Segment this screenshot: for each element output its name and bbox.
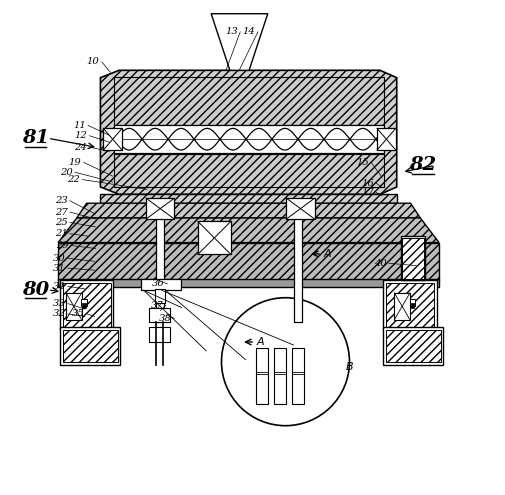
Bar — [114, 77, 383, 125]
Text: 31: 31 — [53, 264, 65, 273]
Text: 82: 82 — [409, 156, 436, 174]
Text: 30: 30 — [53, 254, 65, 263]
Text: 80: 80 — [22, 281, 49, 299]
Polygon shape — [211, 14, 267, 70]
Bar — [146, 198, 174, 219]
Bar — [82, 303, 85, 307]
Polygon shape — [100, 70, 396, 195]
Bar — [286, 198, 314, 219]
Text: 24: 24 — [74, 143, 87, 151]
Bar — [148, 307, 170, 322]
Bar — [393, 293, 409, 320]
Polygon shape — [58, 218, 438, 243]
Text: 29: 29 — [56, 241, 69, 250]
Text: B: B — [345, 362, 352, 372]
Text: 21: 21 — [55, 229, 67, 238]
Bar — [63, 330, 117, 362]
Bar — [58, 243, 438, 281]
Circle shape — [221, 297, 349, 426]
Text: 27: 27 — [55, 207, 67, 216]
Text: 33: 33 — [53, 299, 65, 308]
Text: 32: 32 — [53, 309, 65, 318]
Bar — [81, 299, 86, 306]
Text: 25: 25 — [55, 218, 67, 227]
Bar — [293, 216, 301, 322]
Bar — [60, 281, 113, 330]
Polygon shape — [100, 195, 396, 203]
Bar — [385, 330, 440, 362]
Text: 17: 17 — [360, 188, 373, 197]
Text: 37: 37 — [150, 300, 163, 309]
Bar — [155, 289, 165, 302]
Bar — [103, 128, 122, 150]
Bar — [114, 154, 383, 187]
Text: 13: 13 — [225, 27, 237, 37]
Text: A: A — [323, 249, 331, 259]
Text: 16: 16 — [360, 179, 373, 188]
Text: A: A — [257, 337, 264, 347]
Bar — [292, 348, 304, 403]
Bar — [156, 216, 164, 322]
Bar — [256, 348, 267, 403]
Bar — [114, 125, 383, 152]
Text: 22: 22 — [67, 175, 80, 184]
Bar — [66, 293, 81, 320]
Bar — [383, 327, 442, 365]
Polygon shape — [77, 203, 420, 218]
Text: 81: 81 — [22, 129, 49, 147]
Bar — [274, 348, 285, 403]
Bar — [197, 221, 230, 254]
Text: 11: 11 — [73, 121, 85, 130]
Bar — [401, 238, 423, 279]
Bar — [383, 281, 436, 330]
Text: 23: 23 — [55, 196, 67, 205]
Bar — [400, 236, 424, 281]
Text: 36: 36 — [152, 279, 165, 289]
Text: 34: 34 — [53, 282, 65, 291]
Bar — [376, 128, 395, 150]
Text: 15: 15 — [355, 158, 368, 167]
Bar — [140, 279, 181, 291]
Text: 14: 14 — [242, 27, 255, 37]
Text: 40: 40 — [373, 259, 386, 268]
Text: 19: 19 — [68, 158, 81, 167]
Text: 10: 10 — [86, 57, 99, 66]
Bar — [58, 280, 438, 287]
Text: 12: 12 — [74, 131, 87, 140]
Text: 20: 20 — [60, 168, 72, 177]
Bar — [409, 299, 415, 306]
Bar — [148, 327, 170, 342]
Text: 38: 38 — [159, 314, 171, 323]
Bar — [60, 327, 120, 365]
Bar — [385, 283, 433, 327]
Text: 35: 35 — [72, 309, 84, 318]
Bar — [410, 303, 414, 307]
Bar — [63, 283, 111, 327]
